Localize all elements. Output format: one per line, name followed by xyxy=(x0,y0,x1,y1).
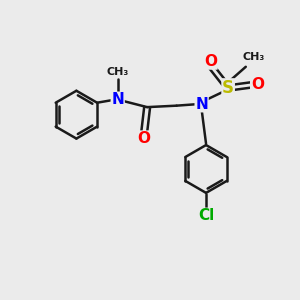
Text: N: N xyxy=(111,92,124,107)
Text: O: O xyxy=(138,131,151,146)
Text: CH₃: CH₃ xyxy=(106,68,129,77)
Text: Cl: Cl xyxy=(198,208,214,223)
Text: O: O xyxy=(251,77,264,92)
Text: N: N xyxy=(195,97,208,112)
Text: CH₃: CH₃ xyxy=(243,52,265,62)
Text: O: O xyxy=(204,54,217,69)
Text: S: S xyxy=(222,79,234,97)
